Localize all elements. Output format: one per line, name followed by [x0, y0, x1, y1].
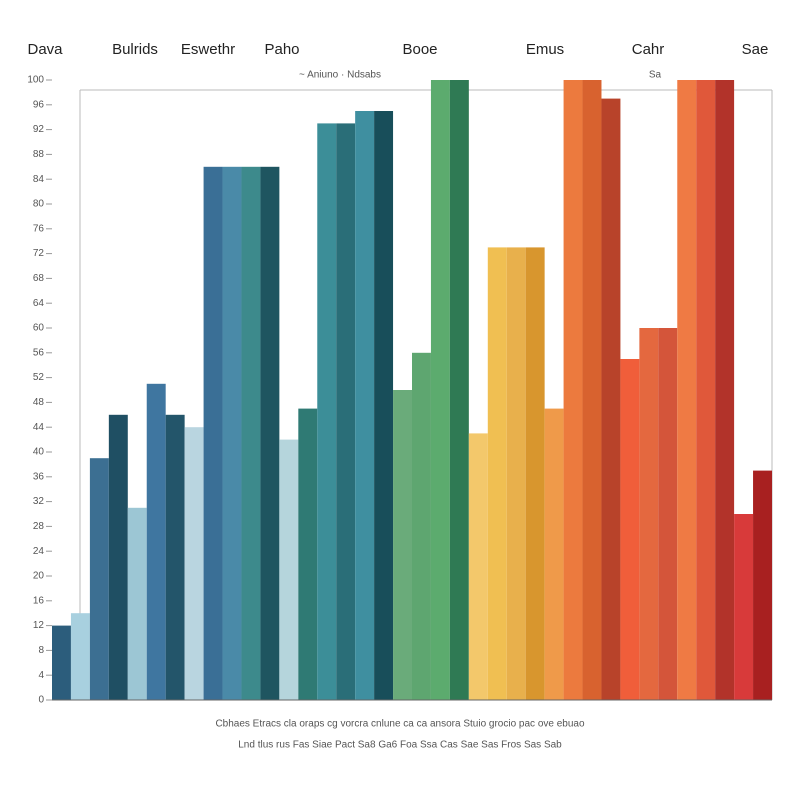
bar — [677, 80, 697, 700]
heading: Eswethr — [181, 41, 235, 58]
bar — [753, 470, 772, 700]
y-tick-label: 48 — [33, 397, 45, 408]
heading: Paho — [264, 41, 299, 58]
y-tick-label: 52 — [33, 372, 45, 383]
heading: Emus — [526, 41, 564, 58]
bar — [582, 80, 602, 700]
y-tick-label: 68 — [33, 273, 45, 284]
bar — [279, 439, 299, 700]
y-tick-label: 16 — [33, 595, 45, 606]
bar — [108, 414, 128, 700]
y-tick-label: 84 — [33, 174, 45, 185]
heading: Booe — [402, 41, 437, 58]
bar — [203, 166, 223, 701]
bar — [184, 427, 204, 700]
bar — [374, 111, 394, 700]
y-tick-label: 72 — [33, 248, 45, 259]
footer-row: Cbhaes Etracs cla oraps cg vorcra cnlune… — [215, 719, 585, 730]
y-tick-label: 100 — [27, 75, 44, 86]
bar — [89, 458, 109, 700]
bar — [734, 514, 754, 700]
y-tick-label: 96 — [33, 99, 45, 110]
bar — [430, 80, 450, 700]
bar — [601, 98, 621, 701]
bar — [525, 247, 545, 700]
bar — [260, 166, 280, 701]
y-tick-label: 60 — [33, 323, 45, 334]
y-tick-label: 28 — [33, 521, 45, 532]
y-tick-label: 56 — [33, 347, 45, 358]
corner-note: Sa — [649, 70, 662, 81]
y-tick-label: 20 — [33, 571, 45, 582]
bar — [317, 123, 337, 700]
bar — [620, 359, 640, 700]
bar — [127, 507, 147, 700]
y-tick-label: 80 — [33, 199, 45, 210]
bar — [563, 80, 583, 700]
bar — [241, 166, 261, 701]
bar — [355, 111, 375, 700]
bar — [506, 247, 526, 700]
bar — [336, 123, 356, 700]
bar — [468, 433, 488, 700]
y-tick-label: 92 — [33, 124, 45, 135]
subtitle: ~ Aniuno · Ndsabs — [299, 70, 381, 81]
bar — [298, 408, 318, 700]
bar — [52, 625, 71, 700]
y-tick-label: 36 — [33, 471, 45, 482]
y-tick-label: 40 — [33, 447, 45, 458]
y-tick-label: 24 — [33, 546, 45, 557]
bar — [639, 328, 659, 700]
bar — [658, 328, 678, 700]
bar — [487, 247, 507, 700]
bar — [544, 408, 564, 700]
bar — [393, 390, 412, 700]
y-tick-label: 32 — [33, 496, 45, 507]
heading: Sae — [742, 41, 769, 58]
y-tick-label: 88 — [33, 149, 45, 160]
bar — [222, 166, 242, 701]
y-tick-label: 0 — [38, 695, 44, 706]
y-tick-label: 4 — [38, 670, 44, 681]
y-tick-label: 8 — [38, 645, 44, 656]
heading: Bulrids — [112, 41, 158, 58]
footer-row: Lnd tlus rus Fas Siae Pact Sa8 Ga6 Foa S… — [238, 740, 562, 751]
y-tick-label: 12 — [33, 620, 45, 631]
y-tick-label: 64 — [33, 298, 45, 309]
y-tick-label: 76 — [33, 223, 45, 234]
y-tick-label: 44 — [33, 422, 45, 433]
heading: Dava — [27, 41, 63, 58]
bar — [449, 80, 469, 700]
heading: Cahr — [632, 41, 665, 58]
bar — [715, 80, 735, 700]
bar — [70, 613, 90, 700]
bar — [165, 414, 185, 700]
bar — [412, 352, 431, 700]
bar — [696, 80, 716, 700]
bar — [146, 383, 166, 700]
